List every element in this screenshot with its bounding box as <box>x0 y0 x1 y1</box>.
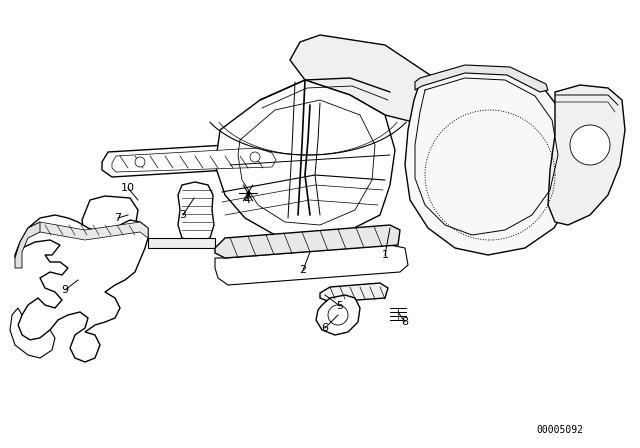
Polygon shape <box>316 295 360 335</box>
Polygon shape <box>320 283 388 302</box>
Polygon shape <box>82 196 138 258</box>
Polygon shape <box>102 143 283 177</box>
Polygon shape <box>112 148 276 172</box>
Polygon shape <box>28 222 148 240</box>
Circle shape <box>135 157 145 167</box>
Polygon shape <box>178 182 214 242</box>
Text: 00005092: 00005092 <box>536 425 584 435</box>
Text: 3: 3 <box>179 210 186 220</box>
Polygon shape <box>103 228 118 240</box>
Polygon shape <box>415 65 548 92</box>
Text: 9: 9 <box>61 285 68 295</box>
Text: 6: 6 <box>321 323 328 333</box>
Text: 10: 10 <box>121 183 135 193</box>
Polygon shape <box>15 222 40 268</box>
Text: 2: 2 <box>300 265 307 275</box>
Polygon shape <box>215 245 408 285</box>
Text: 1: 1 <box>381 250 388 260</box>
Text: 5: 5 <box>337 301 344 311</box>
Text: 7: 7 <box>115 213 122 223</box>
Polygon shape <box>405 70 578 255</box>
Polygon shape <box>215 225 400 258</box>
Circle shape <box>328 305 348 325</box>
Circle shape <box>570 125 610 165</box>
Polygon shape <box>215 80 395 240</box>
Text: 8: 8 <box>401 317 408 327</box>
Polygon shape <box>548 85 625 225</box>
Polygon shape <box>15 215 148 362</box>
Polygon shape <box>148 238 215 248</box>
Circle shape <box>250 152 260 162</box>
Polygon shape <box>290 35 435 125</box>
Text: 4: 4 <box>243 195 251 205</box>
Polygon shape <box>10 308 55 358</box>
